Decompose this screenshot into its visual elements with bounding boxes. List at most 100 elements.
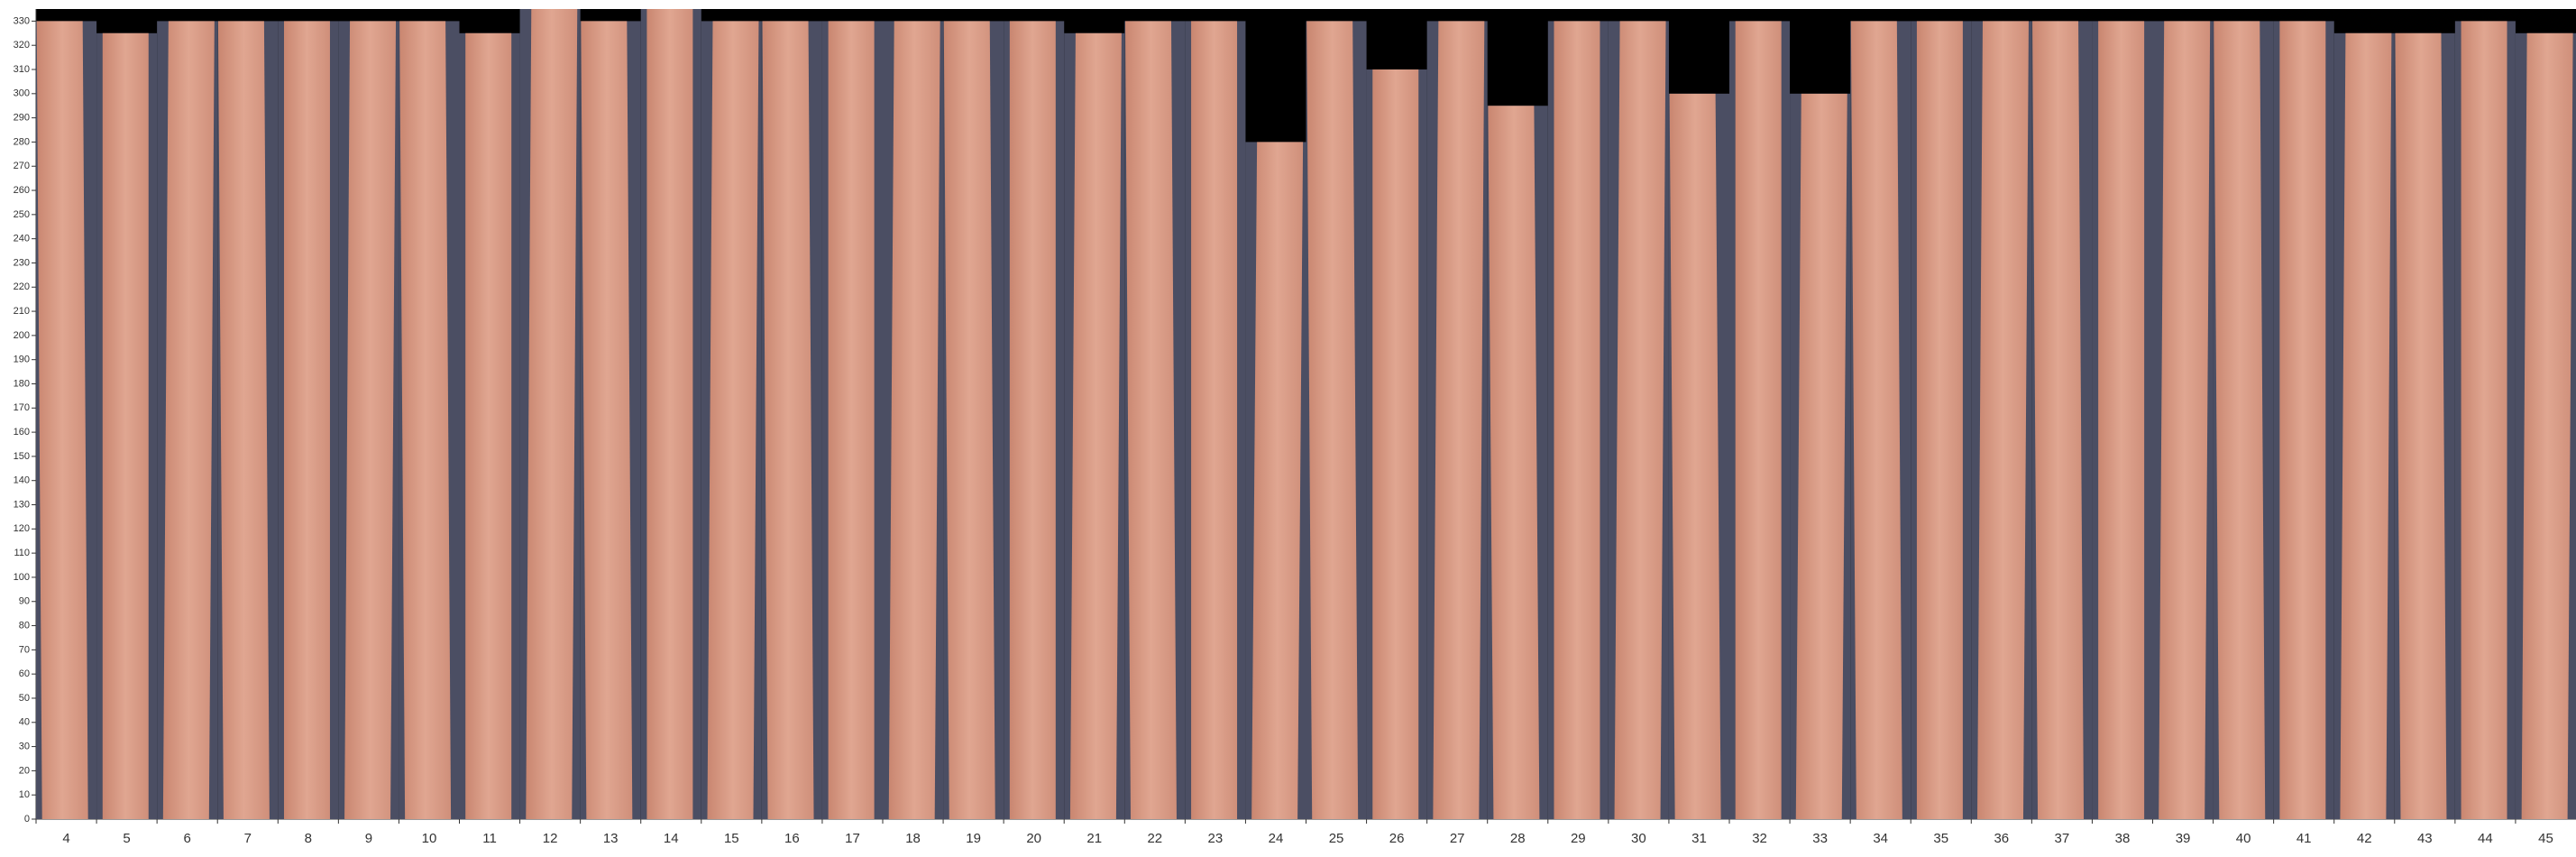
y-tick-label: 250 — [14, 209, 30, 220]
x-tick-label: 19 — [966, 831, 981, 846]
x-tick-label: 37 — [2055, 831, 2070, 846]
x-tick-label: 4 — [62, 831, 69, 846]
bar — [2461, 21, 2507, 820]
x-tick-label: 17 — [845, 831, 860, 846]
x-tick-label: 45 — [2538, 831, 2553, 846]
x-tick-label: 24 — [1269, 831, 1284, 846]
x-tick-label: 32 — [1752, 831, 1767, 846]
bar — [1069, 32, 1122, 819]
x-tick-label: 42 — [2357, 831, 2372, 846]
y-tick-label: 40 — [19, 717, 30, 728]
x-tick-label: 41 — [2296, 831, 2312, 846]
y-tick-label: 80 — [19, 620, 30, 631]
x-tick-label: 27 — [1450, 831, 1465, 846]
x-tick-label: 7 — [244, 831, 252, 846]
bar — [943, 21, 995, 820]
y-tick-label: 270 — [14, 161, 30, 171]
x-tick-label: 26 — [1389, 831, 1405, 846]
x-tick-label: 34 — [1873, 831, 1888, 846]
y-tick-label: 100 — [14, 572, 30, 583]
bar — [465, 32, 512, 819]
bar — [1191, 21, 1238, 820]
y-tick-label: 120 — [14, 523, 30, 534]
x-tick-label: 39 — [2176, 831, 2191, 846]
y-tick-label: 150 — [14, 451, 30, 462]
bar — [646, 9, 693, 819]
y-tick-label: 220 — [14, 281, 30, 292]
bar — [2279, 21, 2326, 820]
x-tick-label: 44 — [2478, 831, 2493, 846]
x-tick-label: 31 — [1691, 831, 1707, 846]
y-tick-label: 170 — [14, 402, 30, 413]
x-tick-label: 18 — [905, 831, 921, 846]
y-tick-label: 130 — [14, 499, 30, 510]
bar — [2521, 32, 2573, 819]
bar — [1916, 21, 1963, 820]
bar — [2032, 21, 2085, 820]
y-tick-label: 260 — [14, 185, 30, 196]
y-tick-label: 20 — [19, 765, 30, 776]
bar — [217, 21, 270, 820]
bar — [581, 21, 633, 820]
x-tick-label: 40 — [2236, 831, 2251, 846]
bar — [1433, 21, 1485, 820]
x-tick-label: 30 — [1631, 831, 1646, 846]
bar — [399, 21, 452, 820]
bar — [888, 21, 940, 820]
y-tick-label: 160 — [14, 427, 30, 438]
bar — [1306, 21, 1359, 820]
bar — [1009, 21, 1056, 820]
x-tick-label: 43 — [2417, 831, 2433, 846]
y-tick-label: 90 — [19, 596, 30, 607]
y-tick-label: 30 — [19, 741, 30, 751]
bar — [707, 21, 759, 820]
y-tick-label: 210 — [14, 306, 30, 317]
bar — [1850, 21, 1902, 820]
y-tick-label: 0 — [24, 814, 30, 825]
bar — [2395, 32, 2447, 819]
x-tick-label: 29 — [1571, 831, 1586, 846]
bar — [1251, 142, 1304, 819]
bar — [1554, 21, 1600, 820]
y-tick-label: 230 — [14, 257, 30, 268]
x-tick-label: 6 — [184, 831, 191, 846]
bar — [2098, 21, 2145, 820]
y-tick-label: 240 — [14, 234, 30, 244]
y-tick-label: 330 — [14, 15, 30, 26]
bar — [1669, 93, 1721, 819]
x-tick-label: 15 — [724, 831, 739, 846]
bar — [2214, 21, 2266, 820]
y-tick-label: 140 — [14, 475, 30, 486]
bar — [283, 21, 330, 820]
y-tick-label: 320 — [14, 40, 30, 51]
x-tick-label: 5 — [123, 831, 130, 846]
bar — [2340, 32, 2392, 819]
x-tick-label: 33 — [1812, 831, 1828, 846]
x-tick-label: 13 — [603, 831, 619, 846]
x-tick-label: 36 — [1994, 831, 2009, 846]
bar — [102, 32, 149, 819]
y-tick-label: 310 — [14, 64, 30, 75]
x-tick-label: 21 — [1086, 831, 1102, 846]
x-tick-label: 14 — [664, 831, 679, 846]
bar — [1795, 93, 1847, 819]
x-tick-label: 10 — [422, 831, 437, 846]
bar — [1614, 21, 1666, 820]
y-tick-label: 70 — [19, 644, 30, 655]
bar — [1976, 21, 2029, 820]
y-tick-label: 300 — [14, 88, 30, 99]
y-tick-label: 190 — [14, 355, 30, 365]
bar — [526, 9, 578, 819]
bar — [828, 21, 875, 820]
y-tick-label: 290 — [14, 113, 30, 124]
bar — [762, 21, 814, 820]
x-tick-label: 22 — [1147, 831, 1162, 846]
x-tick-label: 8 — [305, 831, 312, 846]
x-tick-label: 16 — [784, 831, 800, 846]
bar — [344, 21, 397, 820]
y-tick-label: 110 — [14, 548, 30, 558]
y-tick-label: 10 — [19, 789, 30, 800]
x-tick-label: 11 — [482, 831, 497, 846]
x-tick-label: 23 — [1208, 831, 1224, 846]
